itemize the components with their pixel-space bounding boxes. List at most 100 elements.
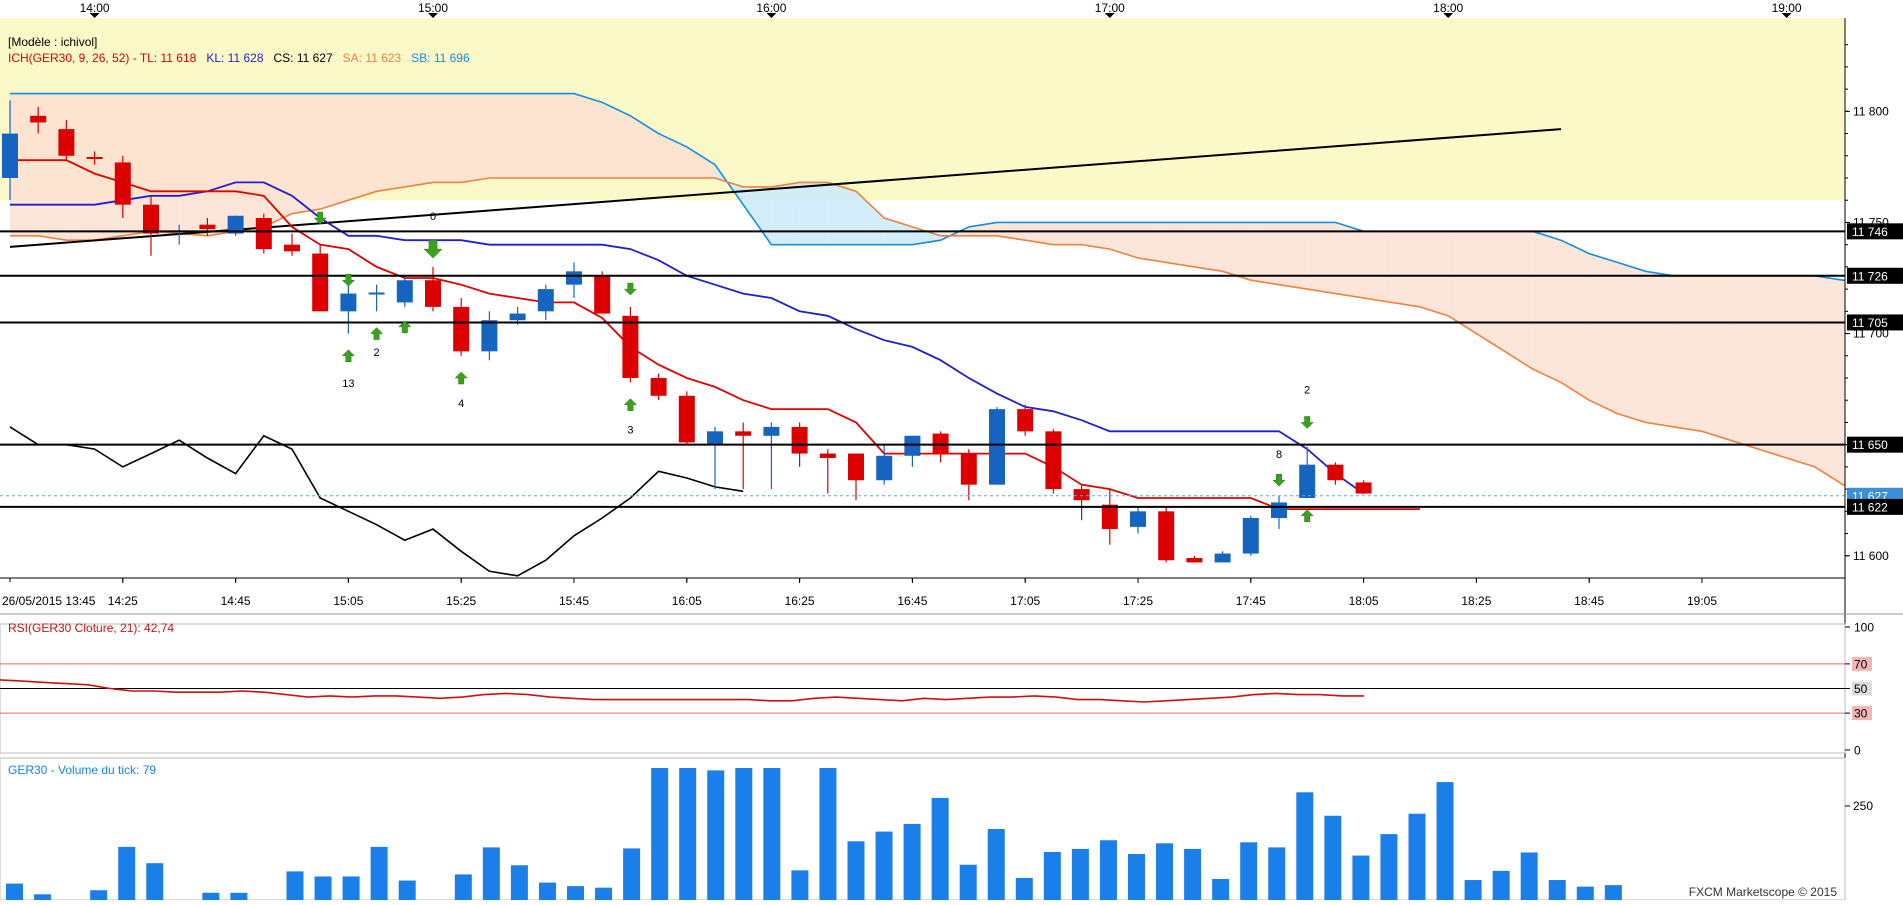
volume-bar[interactable] [1465, 880, 1482, 900]
volume-bar[interactable] [1072, 849, 1089, 900]
volume-bar[interactable] [932, 798, 949, 900]
candle[interactable] [1102, 489, 1118, 545]
level-price-tag[interactable]: 11 726 [1847, 268, 1903, 284]
volume-bar[interactable] [1521, 852, 1538, 900]
volume-bar[interactable] [511, 865, 528, 900]
candle[interactable] [369, 285, 385, 312]
buy-signal-arrow[interactable] [371, 328, 383, 340]
candle[interactable] [397, 276, 413, 307]
candle[interactable] [1271, 496, 1287, 529]
candle[interactable] [933, 431, 949, 462]
candle[interactable] [763, 422, 779, 489]
level-price-tag[interactable]: 11 705 [1847, 314, 1903, 330]
candle[interactable] [1045, 429, 1061, 493]
candle[interactable] [425, 267, 441, 311]
candle[interactable] [735, 422, 751, 489]
volume-bar[interactable] [1268, 847, 1285, 900]
sell-signal-arrow[interactable] [1301, 416, 1313, 428]
candle[interactable] [707, 427, 723, 489]
volume-bar[interactable] [1240, 842, 1257, 900]
candle[interactable] [256, 214, 272, 254]
volume-bar[interactable] [791, 870, 808, 900]
candle[interactable] [989, 407, 1005, 485]
volume-bar[interactable] [90, 890, 107, 900]
candle[interactable] [1215, 551, 1231, 562]
volume-bar[interactable] [707, 770, 724, 900]
candle[interactable] [820, 449, 836, 493]
candle[interactable] [679, 391, 695, 444]
candle[interactable] [1017, 405, 1033, 436]
candle[interactable] [566, 262, 582, 298]
candle[interactable] [904, 436, 920, 467]
volume-bar[interactable] [371, 847, 388, 900]
level-price-tag[interactable]: 11 650 [1847, 437, 1903, 453]
candle[interactable] [1186, 556, 1202, 563]
volume-bar[interactable] [1128, 854, 1145, 900]
candle[interactable] [228, 216, 244, 236]
volume-bar[interactable] [6, 884, 23, 900]
volume-bar[interactable] [1212, 879, 1229, 900]
volume-bar[interactable] [483, 847, 500, 900]
volume-bar[interactable] [1549, 880, 1566, 900]
volume-bar[interactable] [1605, 885, 1622, 900]
volume-bar[interactable] [1437, 782, 1454, 900]
volume-bar[interactable] [876, 832, 893, 900]
volume-bar[interactable] [1409, 814, 1426, 900]
volume-bar[interactable] [118, 847, 135, 900]
volume-bar[interactable] [202, 893, 219, 900]
volume-bar[interactable] [315, 876, 332, 900]
buy-signal-arrow[interactable] [455, 372, 467, 384]
candle[interactable] [1356, 480, 1372, 493]
candle[interactable] [651, 374, 667, 401]
candle[interactable] [1243, 516, 1259, 556]
volume-bar[interactable] [146, 863, 163, 900]
sell-signal-arrow[interactable] [624, 283, 636, 295]
level-price-tag[interactable]: 11 622 [1847, 499, 1903, 515]
candle[interactable] [143, 196, 159, 256]
volume-bar[interactable] [1324, 816, 1341, 900]
candle[interactable] [622, 307, 638, 383]
buy-signal-arrow[interactable] [624, 399, 636, 411]
volume-bar[interactable] [287, 871, 304, 900]
volume-bar[interactable] [1352, 856, 1369, 900]
volume-bar[interactable] [679, 768, 696, 900]
volume-bar[interactable] [1156, 843, 1173, 900]
volume-bar[interactable] [595, 888, 612, 900]
volume-bar[interactable] [1577, 887, 1594, 900]
volume-bar[interactable] [399, 881, 416, 900]
candle[interactable] [1158, 507, 1174, 563]
volume-bar[interactable] [1016, 878, 1033, 900]
candle[interactable] [848, 454, 864, 501]
level-price-tag[interactable]: 11 746 [1847, 223, 1903, 239]
buy-signal-arrow[interactable] [1301, 510, 1313, 522]
candle[interactable] [594, 271, 610, 313]
volume-bar[interactable] [1296, 792, 1313, 900]
candle[interactable] [1130, 507, 1146, 534]
volume-bar[interactable] [230, 893, 247, 900]
volume-bar[interactable] [848, 841, 865, 900]
candle[interactable] [312, 245, 328, 312]
volume-bar[interactable] [763, 768, 780, 900]
candle[interactable] [481, 311, 497, 360]
volume-bar[interactable] [904, 824, 921, 900]
volume-bar[interactable] [623, 848, 640, 900]
volume-bar[interactable] [988, 829, 1005, 900]
candle[interactable] [1074, 485, 1090, 521]
volume-bar[interactable] [455, 874, 472, 900]
volume-bar[interactable] [1493, 871, 1510, 900]
candle[interactable] [961, 449, 977, 500]
candle[interactable] [284, 234, 300, 256]
candle[interactable] [876, 445, 892, 485]
volume-bar[interactable] [1044, 852, 1061, 900]
candle[interactable] [1327, 462, 1343, 484]
candle[interactable] [453, 298, 469, 356]
volume-bar[interactable] [567, 886, 584, 900]
rsi-panel[interactable]: RSI(GER30 Cloture, 21): 42,74 [0, 621, 1845, 753]
buy-signal-arrow[interactable] [342, 350, 354, 362]
volume-bar[interactable] [1100, 840, 1117, 900]
candle[interactable] [340, 285, 356, 334]
volume-bar[interactable] [651, 768, 668, 900]
volume-bar[interactable] [960, 865, 977, 900]
